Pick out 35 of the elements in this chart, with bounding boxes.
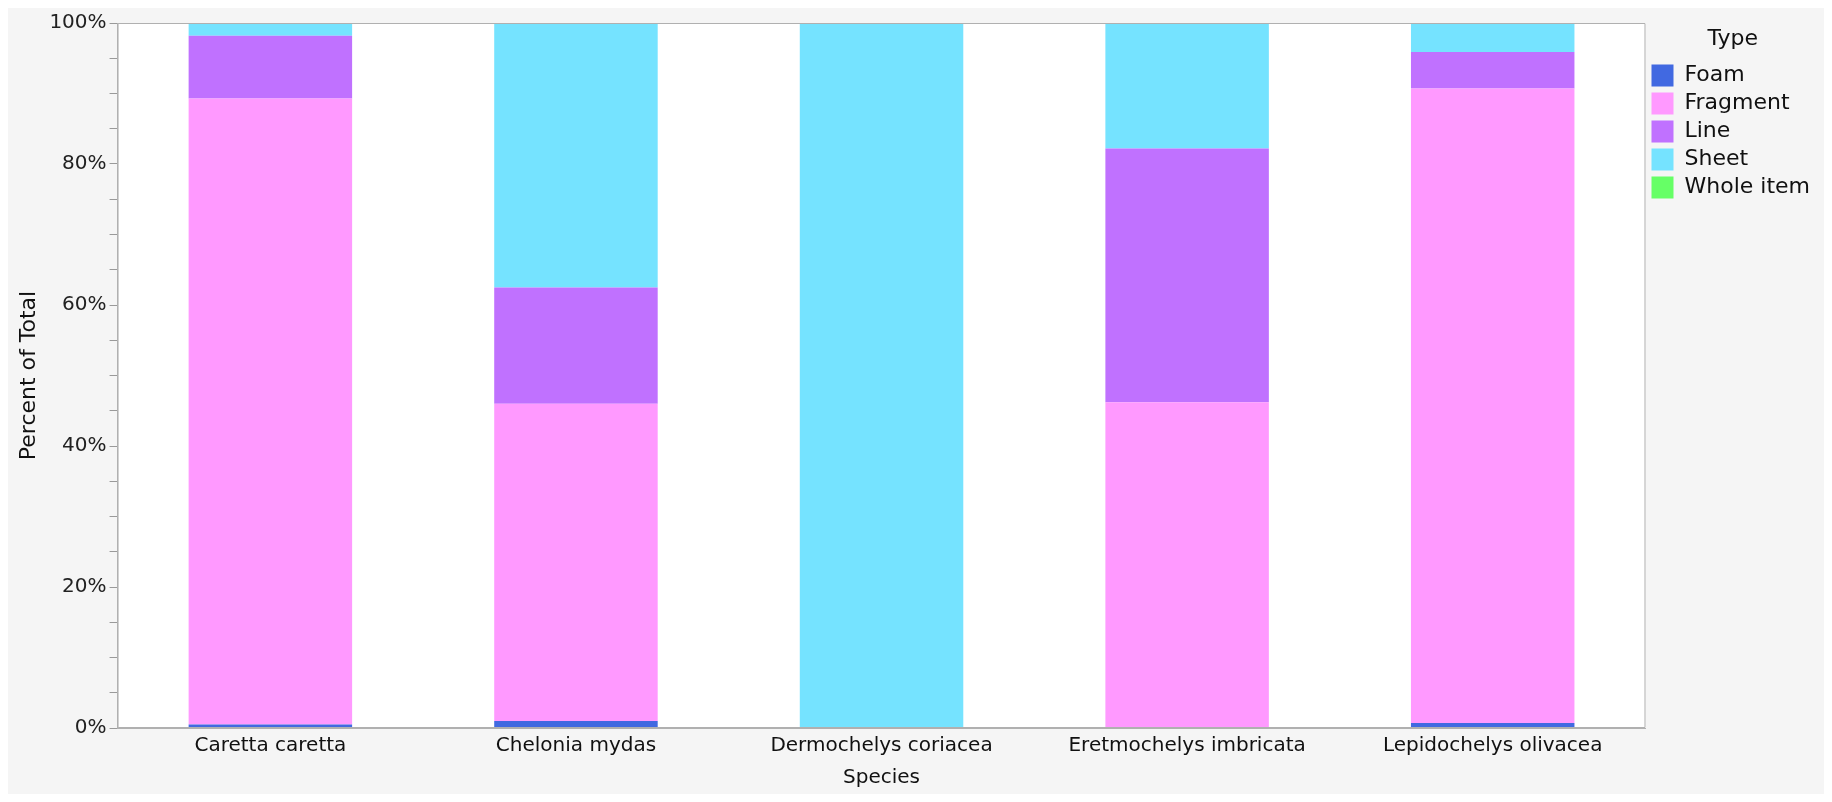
legend-label: Fragment xyxy=(1684,89,1790,115)
y-tick-label: 80% xyxy=(62,150,107,175)
bar xyxy=(1410,51,1575,89)
legend-label: Foam xyxy=(1684,61,1745,87)
bar xyxy=(494,287,658,404)
bar xyxy=(494,403,658,721)
bar xyxy=(494,720,658,728)
x-tick-label: Dermochelys coriacea xyxy=(770,732,993,757)
y-tick-label: 20% xyxy=(62,573,107,598)
x-tick-label: Caretta caretta xyxy=(194,732,347,757)
y-tick-label: 0% xyxy=(74,714,107,739)
bar xyxy=(1410,723,1575,728)
bar xyxy=(1105,148,1269,403)
bar xyxy=(1105,402,1269,728)
legend-label: Sheet xyxy=(1684,145,1749,171)
y-axis-title: Percent of Total xyxy=(14,290,40,461)
y-tick-label: 40% xyxy=(62,432,107,457)
x-tick-label: Eretmochelys imbricata xyxy=(1068,732,1306,757)
x-tick-label: Chelonia mydas xyxy=(495,732,657,757)
bar xyxy=(1105,23,1269,149)
x-tick-label: Lepidochelys olivacea xyxy=(1382,732,1603,757)
bar xyxy=(1410,23,1575,52)
bar xyxy=(494,23,658,288)
x-axis-title: Species xyxy=(843,764,921,789)
legend-label: Whole item xyxy=(1684,173,1811,199)
bar xyxy=(188,35,353,99)
bar xyxy=(188,23,353,36)
y-tick-label: 100% xyxy=(49,9,107,34)
legend-title: Type xyxy=(1706,24,1759,50)
bar xyxy=(188,724,353,728)
bar xyxy=(1410,88,1575,724)
bar xyxy=(188,98,353,725)
bar xyxy=(799,23,964,728)
y-tick-label: 60% xyxy=(62,291,107,316)
legend-label: Line xyxy=(1684,117,1731,143)
